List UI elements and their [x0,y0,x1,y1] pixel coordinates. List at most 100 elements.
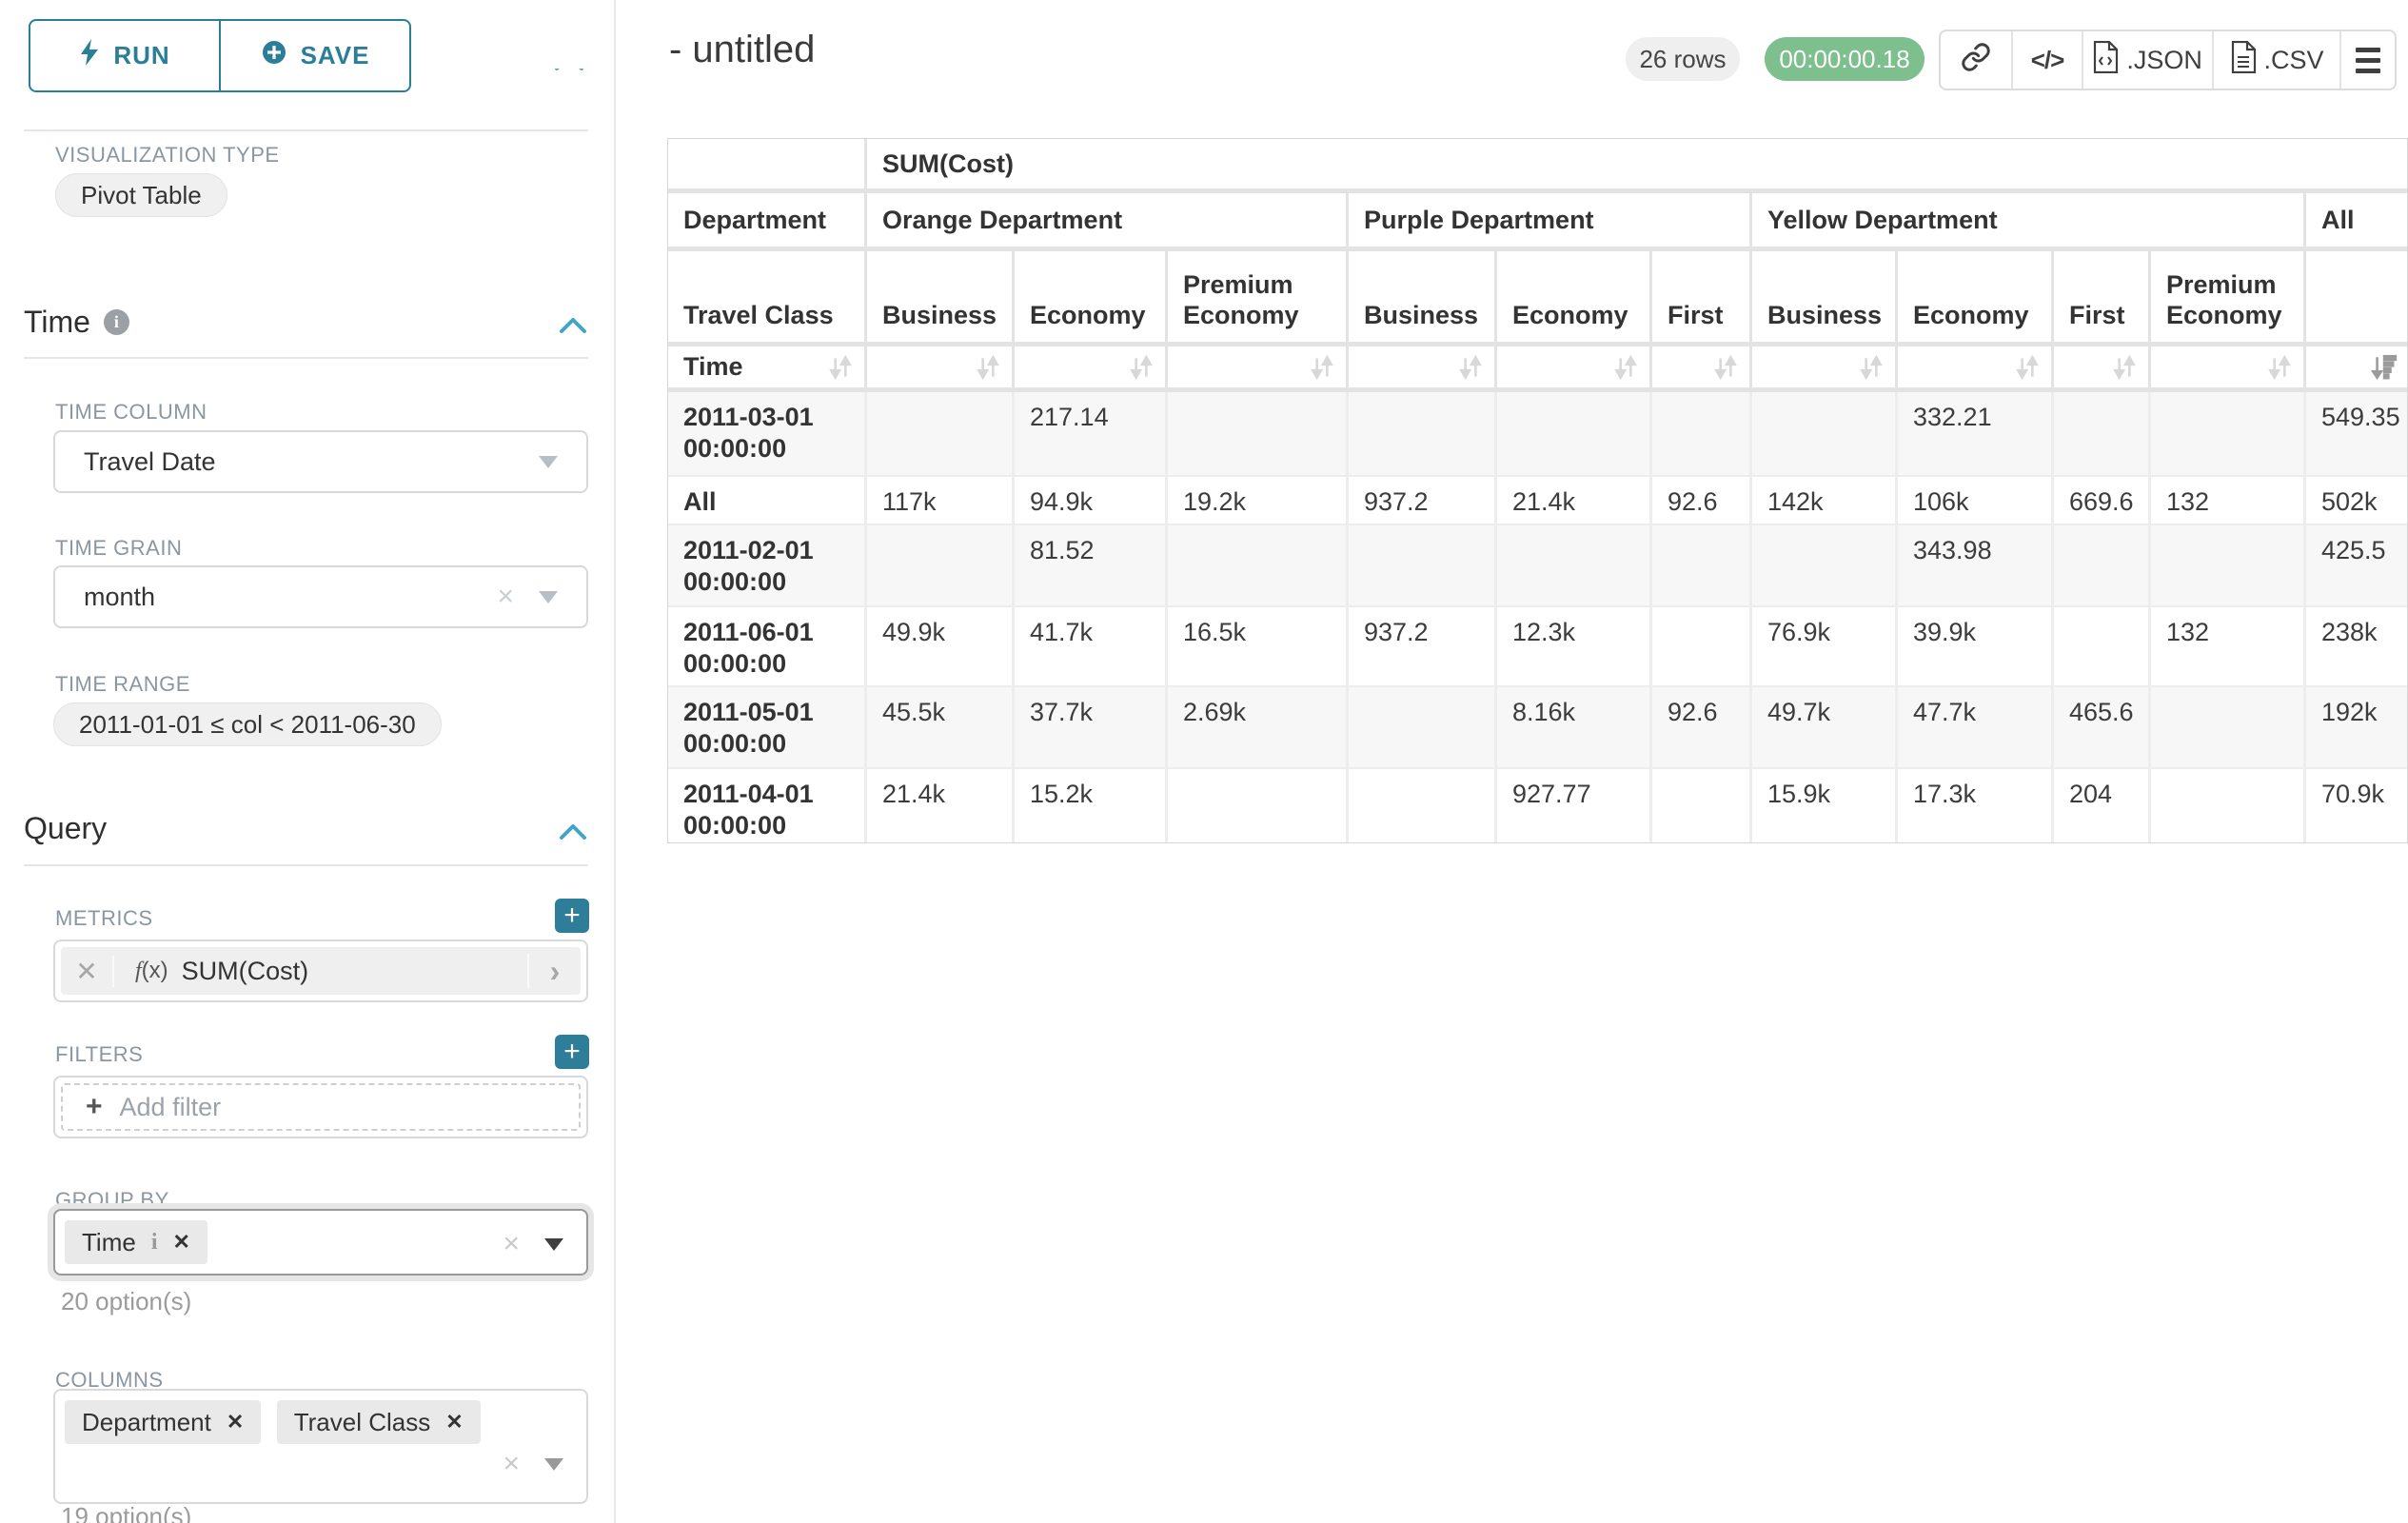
pivot-value-cell: 49.7k [1752,687,1895,767]
sort-icon [1130,354,1153,380]
pivot-value-cell [1497,525,1649,605]
pivot-sort-cell[interactable] [1898,346,2051,387]
section-divider [24,864,588,866]
chart-title[interactable]: - untitled [669,29,816,70]
clear-icon[interactable]: × [497,581,514,612]
pivot-value-cell [1349,525,1494,605]
pivot-row-label: 2011-02-01 00:00:00 [668,525,864,605]
pivot-col-group: Purple Department [1349,193,1749,247]
pivot-value-cell [1168,525,1346,605]
pivot-subcol: Premium Economy [1168,251,1346,342]
pivot-subcol: First [1652,251,1749,342]
pivot-sort-cell[interactable] [1497,346,1649,387]
pill-label: Travel Class [293,1407,431,1436]
pivot-value-cell: 425.5 [2306,525,2407,605]
sort-icon [977,354,999,380]
clear-icon[interactable]: × [503,1228,520,1259]
pivot-value-cell: 47.7k [1898,687,2051,767]
pivot-header: SUM(Cost) Department Orange Department Purp… [668,139,2407,387]
sort-icon [1860,354,1883,380]
export-toolbar: </> .JSON .CSV [1939,30,2397,90]
pivot-value-cell: 204 [2054,769,2148,842]
pivot-sort-cell[interactable] [1015,346,1165,387]
query-collapse-chevron-icon[interactable] [557,821,589,848]
visualization-type-pill[interactable]: Pivot Table [55,173,227,217]
pivot-sort-cell[interactable] [1652,346,1749,387]
pivot-value-cell: 17.3k [1898,769,2051,842]
save-button[interactable]: SAVE [220,19,411,92]
view-query-button[interactable]: </> [2013,31,2083,89]
pivot-sort-cell[interactable] [867,346,1012,387]
pivot-subcol: Business [867,251,1012,342]
pivot-value-cell: 669.6 [2054,477,2148,524]
run-button[interactable]: RUN [29,19,220,92]
pivot-sort-cell[interactable] [2054,346,2148,387]
pivot-sort-time-cell[interactable]: Time [668,346,864,387]
pivot-value-cell: 21.4k [867,769,1012,842]
pivot-value-cell: 37.7k [1015,687,1165,767]
remove-pill-icon[interactable]: ✕ [226,1410,245,1434]
pivot-value-cell: 15.9k [1752,769,1895,842]
pivot-sort-cell[interactable] [1349,346,1494,387]
group-by-pill-time[interactable]: Time i ✕ [65,1220,207,1264]
pivot-table: SUM(Cost) Department Orange Department Purp… [667,138,2408,843]
info-icon: i [103,309,129,335]
sort-icon [1714,354,1737,380]
copy-link-button[interactable] [1941,31,2014,89]
pivot-sort-cell[interactable] [2151,346,2303,387]
select-controls: × [503,1230,563,1258]
pivot-value-cell [1168,769,1346,842]
group-by-label: GROUP BY [55,1188,169,1212]
chevron-down-icon [539,455,558,468]
pivot-sort-cell[interactable] [1168,346,1346,387]
columns-pill-department[interactable]: Department ✕ [65,1400,262,1444]
pivot-value-cell: 12.3k [1497,607,1649,685]
time-grain-select[interactable]: month × [53,565,588,628]
export-csv-button[interactable]: .CSV [2214,31,2342,89]
clear-icon[interactable]: × [503,1448,520,1479]
pivot-value-cell: 39.9k [1898,607,2051,685]
metric-value: SUM(Cost) [181,956,309,985]
pivot-subcol: Economy [1898,251,2051,342]
remove-pill-icon[interactable]: ✕ [172,1230,190,1254]
time-collapse-chevron-icon[interactable] [557,314,589,342]
pivot-sort-cell[interactable] [2306,346,2407,387]
pivot-value-cell: 549.35 [2306,392,2407,475]
pivot-value-cell [1497,392,1649,475]
chevron-down-icon[interactable] [544,1457,563,1471]
time-section-header: Time i [24,305,129,340]
pivot-value-cell: 465.6 [2054,687,2148,767]
time-range-pill[interactable]: 2011-01-01 ≤ col < 2011-06-30 [53,702,442,746]
expand-metric-icon[interactable]: › [527,953,581,989]
pivot-col-group: Yellow Department [1752,193,2303,247]
pill-label: Time [82,1227,136,1256]
filters-label: FILTERS [55,1042,144,1066]
add-metric-button[interactable]: + [555,899,589,933]
pivot-value-cell [1349,687,1494,767]
add-filter-dropzone[interactable]: + Add filter [61,1083,581,1131]
columns-options-hint: 19 option(s) [61,1502,192,1523]
more-menu-button[interactable] [2341,31,2395,89]
columns-pill-travel-class[interactable]: Travel Class ✕ [276,1400,481,1444]
pivot-value-cell: 192k [2306,687,2407,767]
pivot-value-cell [1349,392,1494,475]
add-filter-plus-button[interactable]: + [555,1035,589,1069]
remove-metric-icon[interactable]: ✕ [61,955,114,987]
remove-pill-icon[interactable]: ✕ [445,1410,464,1434]
sort-icon [1459,354,1482,380]
group-by-select[interactable]: Time i ✕ × [53,1209,588,1276]
pivot-value-cell: 937.2 [1349,477,1494,524]
pivot-value-cell: 41.7k [1015,607,1165,685]
pivot-value-cell [2054,525,2148,605]
metric-pill[interactable]: ✕ f(x) SUM(Cost) › [61,947,581,995]
pivot-value-cell: 81.52 [1015,525,1165,605]
select-controls: × [503,1450,563,1478]
columns-select[interactable]: Department ✕ Travel Class ✕ × [53,1389,588,1504]
time-column-select[interactable]: Travel Date [53,430,588,493]
pivot-row-label: 2011-05-01 00:00:00 [668,687,864,767]
pivot-value-cell: 49.9k [867,607,1012,685]
group-by-options-hint: 20 option(s) [61,1287,192,1315]
chevron-down-icon[interactable] [544,1237,563,1251]
pivot-sort-cell[interactable] [1752,346,1895,387]
export-json-button[interactable]: .JSON [2083,31,2214,89]
